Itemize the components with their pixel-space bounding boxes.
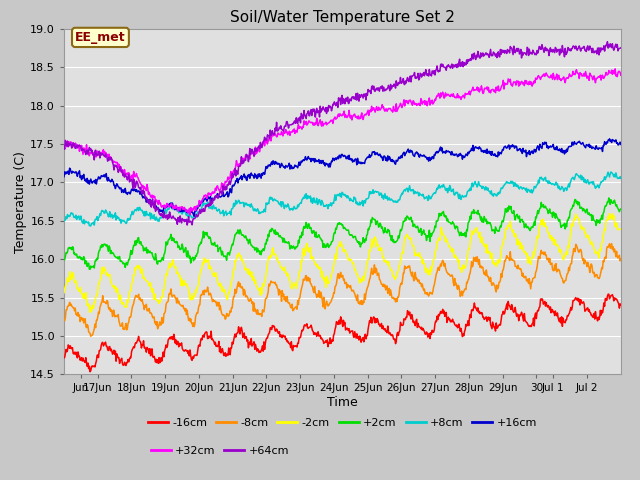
- +2cm: [617, 206, 625, 212]
- -16cm: [617, 302, 625, 308]
- Text: EE_met: EE_met: [75, 31, 126, 44]
- +2cm: [605, 195, 612, 201]
- +2cm: [60, 257, 68, 263]
- -8cm: [608, 240, 616, 246]
- +8cm: [604, 169, 612, 175]
- -16cm: [474, 308, 481, 314]
- +2cm: [368, 220, 376, 226]
- +16cm: [60, 174, 68, 180]
- +8cm: [60, 218, 68, 224]
- -8cm: [368, 265, 376, 271]
- +32cm: [611, 66, 619, 72]
- -2cm: [570, 218, 577, 224]
- +8cm: [474, 184, 481, 190]
- Line: +8cm: +8cm: [64, 172, 621, 226]
- +8cm: [368, 191, 376, 196]
- +32cm: [436, 95, 444, 101]
- Title: Soil/Water Temperature Set 2: Soil/Water Temperature Set 2: [230, 10, 455, 25]
- +16cm: [474, 145, 481, 151]
- +2cm: [428, 231, 436, 237]
- +2cm: [570, 203, 577, 209]
- -16cm: [368, 320, 376, 326]
- Line: -2cm: -2cm: [64, 214, 621, 312]
- +32cm: [428, 97, 436, 103]
- -2cm: [436, 238, 444, 243]
- +8cm: [607, 169, 615, 175]
- -8cm: [428, 291, 436, 297]
- Line: +64cm: +64cm: [64, 42, 621, 225]
- +2cm: [604, 199, 612, 205]
- -2cm: [60, 290, 68, 296]
- +32cm: [604, 71, 612, 77]
- +8cm: [428, 193, 436, 199]
- Line: +32cm: +32cm: [64, 69, 621, 215]
- -8cm: [604, 244, 612, 250]
- -8cm: [474, 254, 481, 260]
- +64cm: [617, 45, 625, 51]
- -2cm: [86, 310, 94, 315]
- +16cm: [617, 142, 625, 147]
- -8cm: [60, 317, 68, 323]
- -16cm: [86, 369, 94, 374]
- -8cm: [87, 333, 95, 339]
- +64cm: [570, 43, 577, 49]
- -2cm: [604, 214, 612, 219]
- -8cm: [436, 264, 444, 270]
- -16cm: [604, 291, 612, 297]
- Line: +16cm: +16cm: [64, 139, 621, 216]
- -2cm: [428, 263, 436, 268]
- +16cm: [368, 153, 376, 158]
- +8cm: [87, 223, 95, 229]
- +8cm: [436, 185, 444, 191]
- +32cm: [617, 72, 625, 78]
- +32cm: [474, 84, 481, 90]
- -2cm: [605, 211, 613, 216]
- -2cm: [474, 228, 481, 234]
- +64cm: [474, 54, 481, 60]
- X-axis label: Time: Time: [327, 396, 358, 409]
- +16cm: [436, 146, 444, 152]
- +64cm: [368, 84, 376, 90]
- +64cm: [436, 68, 444, 74]
- -8cm: [617, 256, 625, 262]
- Y-axis label: Temperature (C): Temperature (C): [15, 151, 28, 252]
- +8cm: [617, 175, 625, 181]
- +2cm: [86, 266, 94, 272]
- +64cm: [60, 144, 68, 149]
- -2cm: [617, 226, 625, 232]
- +2cm: [474, 211, 481, 217]
- Line: -16cm: -16cm: [64, 294, 621, 372]
- -16cm: [570, 298, 577, 303]
- +16cm: [570, 142, 577, 148]
- +8cm: [570, 176, 577, 181]
- +64cm: [605, 42, 612, 48]
- +16cm: [190, 213, 198, 219]
- -8cm: [570, 246, 577, 252]
- +16cm: [604, 137, 612, 143]
- +32cm: [570, 72, 577, 77]
- +2cm: [436, 213, 444, 219]
- Line: +2cm: +2cm: [64, 198, 621, 269]
- +16cm: [428, 154, 436, 159]
- +32cm: [60, 143, 68, 149]
- -16cm: [60, 355, 68, 361]
- -16cm: [605, 291, 612, 297]
- -2cm: [368, 240, 376, 246]
- +64cm: [428, 68, 436, 74]
- -16cm: [428, 327, 436, 333]
- +64cm: [183, 222, 191, 228]
- Legend: +32cm, +64cm: +32cm, +64cm: [146, 442, 294, 460]
- +16cm: [605, 136, 613, 142]
- +32cm: [368, 103, 376, 109]
- -16cm: [436, 311, 444, 316]
- Line: -8cm: -8cm: [64, 243, 621, 336]
- +32cm: [186, 212, 194, 218]
- +64cm: [604, 39, 611, 45]
